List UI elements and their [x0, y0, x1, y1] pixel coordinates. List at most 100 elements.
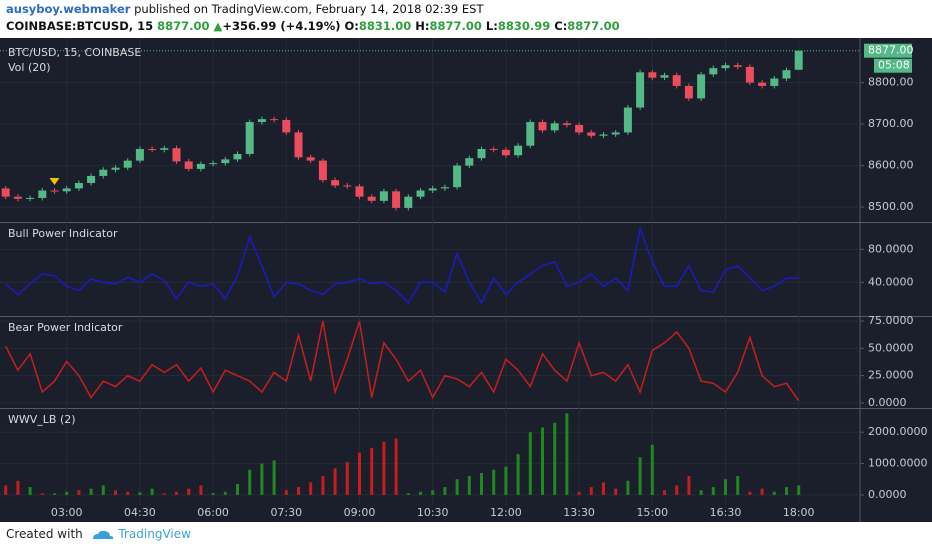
bar — [724, 479, 727, 495]
bar — [760, 488, 764, 495]
logo — [92, 530, 113, 539]
candle-body — [489, 149, 498, 151]
bar — [211, 493, 215, 495]
candle-body — [709, 68, 718, 75]
x-tick-label: 15:00 — [636, 506, 668, 519]
x-tick-label: 07:30 — [270, 506, 302, 519]
y-tick-label: 75.0000 — [868, 314, 914, 327]
candle-body — [733, 65, 742, 67]
bar — [333, 468, 337, 495]
header-line-2: COINBASE:BTCUSD, 15 8877.00 ▲+356.99 (+4… — [6, 19, 620, 33]
bar — [187, 488, 191, 495]
bar — [785, 487, 788, 495]
author[interactable]: ausyboy.webmaker — [6, 2, 131, 16]
candle-body — [416, 190, 425, 197]
x-tick-label: 04:30 — [124, 506, 156, 519]
bar — [675, 485, 679, 495]
panel-title: WWV_LB (2) — [8, 413, 76, 426]
candle-body — [526, 122, 535, 146]
candle-body — [379, 191, 388, 201]
o-label: O: — [344, 19, 359, 33]
bar — [516, 454, 520, 495]
y-tick-label: 0.0000 — [868, 396, 907, 409]
bar — [553, 422, 557, 495]
candle-body — [684, 85, 693, 99]
l: 8830.99 — [497, 19, 551, 33]
bar — [443, 487, 447, 495]
bar — [370, 447, 374, 495]
bar — [309, 482, 313, 495]
change: +356.99 (+4.19%) — [222, 19, 341, 33]
bar — [431, 490, 435, 495]
candle-body — [99, 169, 108, 176]
candle-body — [672, 75, 681, 86]
bar — [382, 441, 386, 495]
candle-body — [355, 186, 364, 197]
bar — [663, 490, 666, 495]
candle-body — [209, 163, 218, 165]
bar — [236, 483, 239, 495]
candle-body — [611, 132, 620, 135]
candle-body — [74, 183, 83, 189]
o: 8831.00 — [358, 19, 412, 33]
candle-body — [575, 124, 584, 133]
x-tick-label: 10:30 — [417, 506, 449, 519]
y-tick-label: 50.0000 — [868, 341, 914, 354]
candle-body — [62, 188, 71, 192]
bar — [4, 485, 8, 495]
y-tick-label: 2000.0000 — [868, 425, 928, 438]
candle-body — [160, 148, 169, 150]
bar — [650, 444, 654, 495]
y-tick-label: 8700.00 — [868, 117, 914, 130]
candle-body — [599, 134, 608, 136]
bar — [272, 460, 276, 495]
bar — [297, 487, 300, 495]
candle-body — [233, 153, 242, 160]
candle-body — [660, 75, 669, 78]
footer: Created with TradingView — [6, 527, 191, 542]
bar — [358, 452, 361, 495]
candle-body — [550, 123, 559, 131]
candle-body — [306, 157, 315, 161]
bar — [53, 493, 56, 495]
candle-body — [184, 161, 193, 169]
bar — [284, 490, 288, 495]
y-tick-label: 80.0000 — [868, 242, 914, 255]
candle-body — [428, 188, 437, 191]
bar — [626, 480, 630, 495]
candle-body — [318, 160, 327, 181]
bar — [40, 493, 44, 495]
h-label: H: — [415, 19, 430, 33]
candle-body — [282, 119, 291, 133]
candle-body — [440, 187, 449, 189]
bar — [455, 479, 459, 495]
bar — [114, 490, 117, 495]
candle-body — [623, 107, 632, 133]
bar — [394, 438, 398, 495]
bar — [797, 485, 801, 495]
bar — [638, 457, 642, 495]
y-tick-label: 40.0000 — [868, 275, 914, 288]
candle-body — [453, 165, 462, 188]
bar — [138, 492, 142, 495]
c-label: C: — [554, 19, 568, 33]
bar — [65, 491, 69, 495]
candle-body — [294, 132, 303, 158]
bar — [175, 491, 178, 495]
published: published on TradingView.com, February 1… — [130, 2, 484, 16]
brand[interactable]: TradingView — [118, 527, 191, 541]
candle-body — [343, 185, 352, 187]
bar — [419, 491, 422, 495]
bar — [480, 472, 483, 495]
y-tick-label: 1000.0000 — [868, 457, 928, 470]
x-tick-label: 06:00 — [197, 506, 229, 519]
bar — [89, 488, 93, 495]
last-price-box — [864, 43, 912, 58]
last-price-label: 8877.00 — [868, 44, 914, 57]
y-tick-label: 0.0000 — [868, 488, 907, 501]
panel-title: BTC/USD, 15, COINBASE — [8, 46, 141, 59]
bar — [589, 487, 593, 495]
background — [0, 38, 932, 522]
candle-body — [697, 74, 706, 99]
candle-body — [221, 159, 230, 164]
